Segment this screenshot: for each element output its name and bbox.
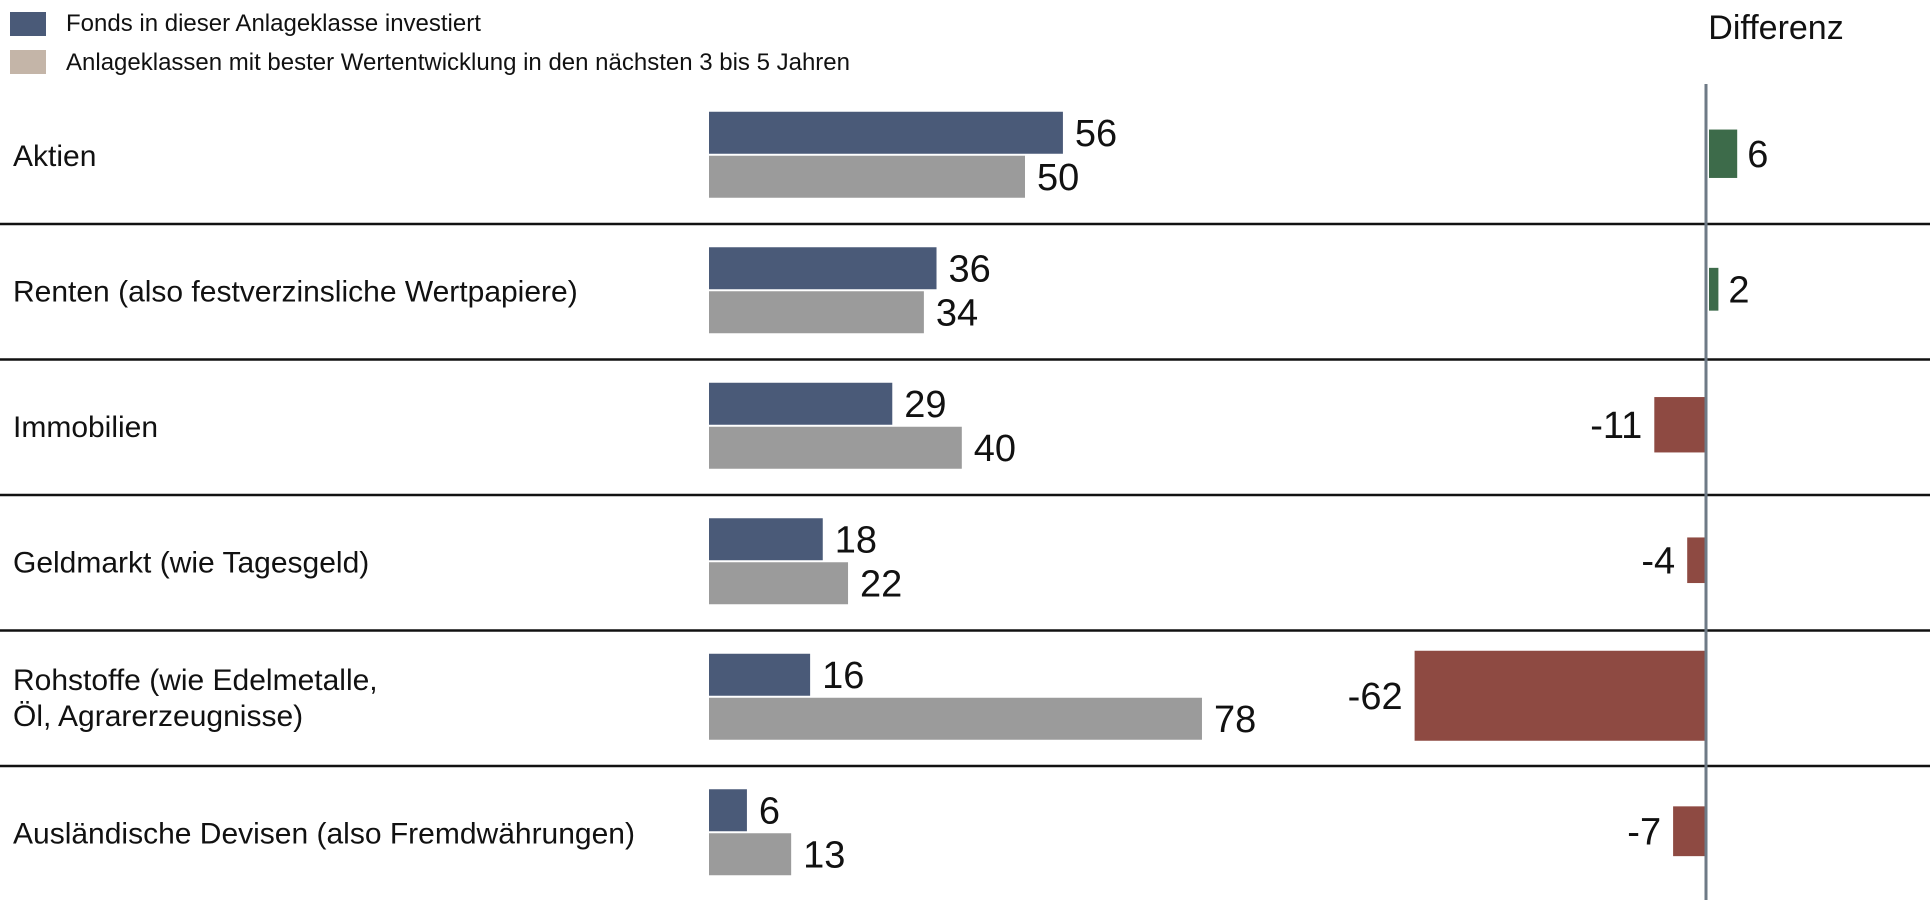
difference-bar [1414,650,1706,741]
bar-fonds [709,653,811,696]
bar-fonds-value-label: 36 [949,248,991,290]
legend-label-anlage: Anlageklassen mit bester Wertentwicklung… [66,49,850,76]
legend-swatch-anlage [10,50,46,74]
category-label-line: Aktien [13,140,96,173]
category-label-line: Geldmarkt (wie Tagesgeld) [13,546,369,579]
category-label-line: Immobilien [13,411,158,444]
difference-value-label: -4 [1641,540,1675,582]
category-label-line: Rohstoffe (wie Edelmetalle, [13,664,378,697]
bar-anlage-value-label: 40 [974,428,1016,470]
bar-fonds [709,247,937,290]
category-label: Ausländische Devisen (also Fremdwährunge… [13,817,635,850]
bar-fonds-value-label: 18 [835,519,877,561]
category-label-line: Ausländische Devisen (also Fremdwährunge… [13,817,635,850]
bar-anlage-value-label: 13 [803,834,845,876]
category-label-line: Renten (also festverzinsliche Wertpapier… [13,275,578,308]
category-label-line: Öl, Agrarerzeugnisse) [13,700,303,733]
category-label: Rohstoffe (wie Edelmetalle, Öl, Agrarerze… [13,664,378,733]
difference-bar [1654,397,1706,453]
difference-title: Differenz [1708,9,1843,47]
bar-anlage [709,697,1202,740]
category-label: Immobilien [13,411,158,444]
bar-fonds [709,111,1063,154]
difference-bar [1673,806,1706,857]
difference-value-label: -7 [1627,811,1661,853]
difference-value-label: -11 [1590,405,1642,447]
difference-bar [1687,537,1706,584]
difference-bar [1709,267,1719,311]
category-label: Renten (also festverzinsliche Wertpapier… [13,275,578,308]
legend: Fonds in dieser Anlageklasse investiert … [10,10,850,76]
category-label: Geldmarkt (wie Tagesgeld) [13,546,369,579]
difference-value-label: 6 [1747,134,1768,176]
legend-swatch-fonds [10,12,46,36]
bar-anlage [709,291,924,334]
bar-fonds [709,789,747,832]
legend-label-fonds: Fonds in dieser Anlageklasse investiert [66,10,481,37]
bar-fonds [709,382,893,425]
bar-anlage-value-label: 78 [1214,699,1256,741]
bar-fonds-value-label: 6 [759,790,780,832]
bar-fonds [709,518,823,561]
difference-value-label: 2 [1728,269,1749,311]
bar-fonds-value-label: 16 [822,655,864,697]
bar-fonds-value-label: 29 [904,384,946,426]
bar-anlage [709,833,792,876]
bar-anlage-value-label: 22 [860,563,902,605]
category-label: Aktien [13,140,96,173]
bar-anlage-value-label: 50 [1037,157,1079,199]
bar-anlage [709,155,1025,198]
difference-bar [1709,129,1738,178]
bar-anlage [709,426,962,469]
bar-anlage [709,562,849,605]
bar-fonds-value-label: 56 [1075,113,1117,155]
difference-value-label: -62 [1348,676,1403,718]
bar-anlage-value-label: 34 [936,292,978,334]
